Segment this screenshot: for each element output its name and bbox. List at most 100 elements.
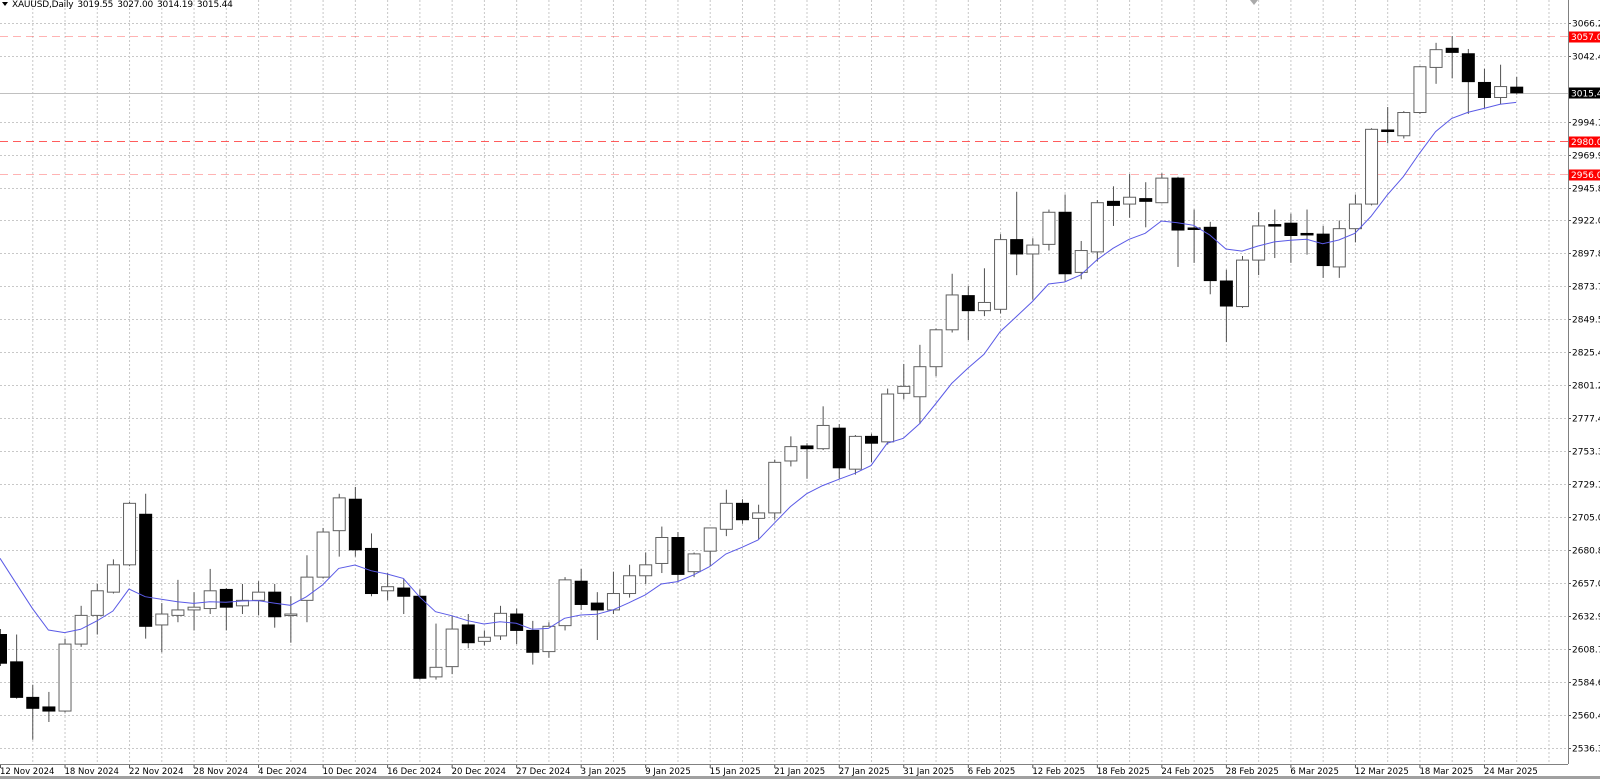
candle-body	[90, 590, 104, 616]
candle	[477, 630, 491, 646]
y-tick-label: 2560.45	[1572, 712, 1600, 722]
candle-body	[977, 301, 991, 312]
candle	[574, 568, 588, 610]
candle	[252, 581, 266, 616]
candle-body	[1300, 232, 1314, 236]
candle	[848, 435, 862, 475]
y-tick-label: 2584.60	[1572, 679, 1600, 689]
candle-body	[800, 445, 814, 450]
candle	[623, 564, 637, 598]
x-tick-label: 9 Jan 2025	[645, 767, 691, 777]
candle-body	[74, 614, 88, 645]
candle	[316, 527, 330, 579]
candle	[1268, 209, 1282, 259]
candle	[171, 579, 185, 623]
x-tick-label: 18 Mar 2025	[1419, 767, 1473, 777]
y-tick-label: 2753.30	[1572, 448, 1600, 458]
candle	[832, 424, 846, 479]
candle	[58, 638, 72, 713]
candle-body	[252, 591, 266, 601]
candle-body	[719, 502, 733, 530]
candle	[1348, 194, 1362, 243]
candle-body	[929, 329, 943, 368]
candle	[526, 620, 540, 665]
x-tick-label: 4 Dec 2024	[258, 767, 307, 777]
candle-body	[735, 502, 749, 521]
candle	[268, 583, 282, 628]
candle-body	[832, 427, 846, 469]
x-tick-label: 22 Nov 2024	[129, 767, 183, 777]
candle	[413, 589, 427, 680]
candle-body	[1332, 228, 1346, 268]
x-tick-label: 6 Feb 2025	[968, 767, 1016, 777]
candle	[1510, 76, 1524, 95]
candle-body	[155, 613, 169, 626]
candle-body	[1171, 177, 1185, 231]
x-tick-label: 28 Nov 2024	[194, 767, 248, 777]
x-tick-label: 27 Jan 2025	[839, 767, 890, 777]
candle-body	[639, 564, 653, 577]
candle-body	[429, 666, 443, 678]
dropdown-triangle-icon[interactable]	[2, 2, 8, 6]
candle-body	[752, 512, 766, 519]
candle-body	[1477, 81, 1491, 98]
candle-body	[1397, 112, 1411, 137]
candle	[800, 443, 814, 479]
candle	[106, 559, 120, 594]
candle-body	[1042, 211, 1056, 245]
open-value: 3019.55	[77, 0, 114, 10]
candle	[187, 592, 201, 631]
x-tick-label: 18 Nov 2024	[65, 767, 119, 777]
candle-body	[510, 613, 524, 631]
candle	[74, 605, 88, 647]
candle	[994, 234, 1008, 314]
candle-body	[477, 636, 491, 642]
candle	[364, 533, 378, 597]
level-label: 2956.00	[1571, 171, 1600, 181]
bottom-border	[0, 776, 1600, 779]
candle	[90, 583, 104, 635]
candle	[1494, 64, 1508, 105]
candle-body	[703, 527, 717, 552]
y-tick-label: 2897.85	[1572, 250, 1600, 260]
candle	[558, 577, 572, 631]
candle	[719, 489, 733, 537]
candle	[1171, 176, 1185, 267]
candle-body	[1123, 196, 1137, 205]
candle	[865, 433, 879, 463]
y-tick-label: 2969.95	[1572, 152, 1600, 162]
candle-body	[1494, 86, 1508, 98]
candle-body	[1365, 128, 1379, 205]
x-tick-label: 12 Feb 2025	[1032, 767, 1085, 777]
x-tick-label: 15 Jan 2025	[710, 767, 761, 777]
candle	[284, 596, 298, 643]
candle-body	[1074, 250, 1088, 273]
y-tick-label: 2657.05	[1572, 580, 1600, 590]
y-tick-label: 2801.25	[1572, 382, 1600, 392]
candle-body	[961, 295, 975, 312]
candle-body	[1236, 259, 1250, 308]
candle-body	[623, 575, 637, 595]
y-tick-label: 2945.80	[1572, 185, 1600, 195]
candle	[26, 685, 40, 740]
candle	[300, 555, 314, 623]
level-label: 3057.00	[1571, 33, 1600, 43]
candle	[155, 603, 169, 653]
high-value: 3027.00	[117, 0, 154, 10]
candle-body	[913, 366, 927, 398]
candle	[1252, 212, 1266, 276]
candle	[445, 615, 459, 675]
candle-body	[332, 497, 346, 532]
candle-body	[1510, 86, 1524, 94]
candle-body	[1413, 66, 1427, 114]
candle-body	[235, 599, 249, 607]
y-tick-label: 2994.10	[1572, 119, 1600, 129]
candle-body	[1106, 200, 1120, 206]
candle	[768, 459, 782, 520]
candle	[735, 499, 749, 524]
chart-shift-marker-icon[interactable]	[1250, 0, 1258, 5]
candle	[881, 388, 895, 445]
y-tick-label: 2536.30	[1572, 745, 1600, 755]
current-price-label-box	[1569, 87, 1600, 99]
